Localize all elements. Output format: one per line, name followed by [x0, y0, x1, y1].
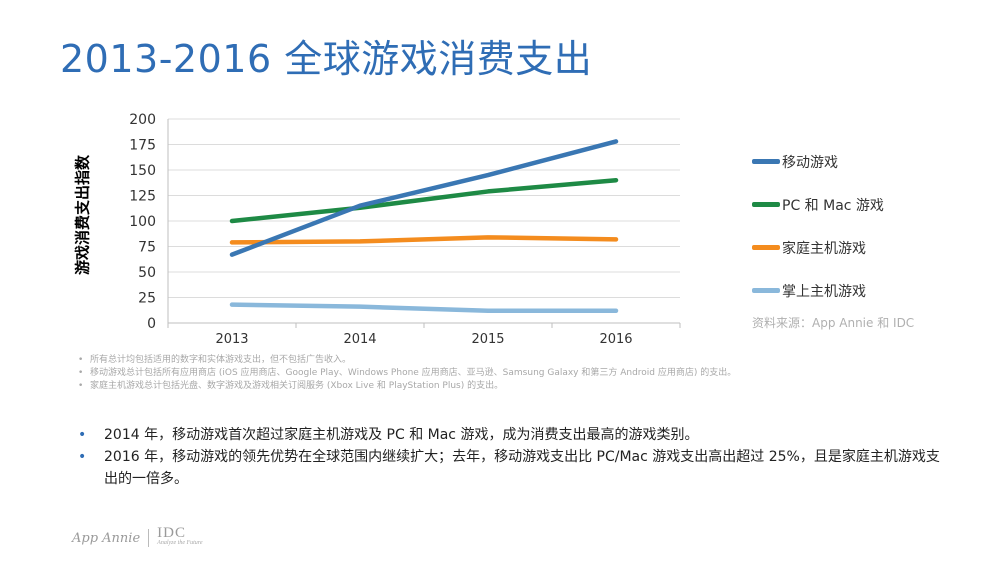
series-line [229, 139, 619, 257]
finding-item: • 2014 年，移动游戏首次超过家庭主机游戏及 PC 和 Mac 游戏，成为消费… [78, 427, 699, 443]
x-tick-label: 2015 [471, 332, 504, 347]
legend-swatch [752, 245, 780, 250]
legend-item: 掌上主机游戏 [752, 269, 884, 312]
chart-legend: 移动游戏 PC 和 Mac 游戏 家庭主机游戏 掌上主机游戏 [752, 140, 884, 312]
x-tick-label: 2013 [215, 332, 248, 347]
footer-logos: App Annie IDC Analyze the Future [72, 525, 203, 548]
page-title: 2013-2016 全球游戏消费支出 [60, 37, 593, 81]
legend-label: 移动游戏 [782, 154, 838, 171]
legend-item: 移动游戏 [752, 140, 884, 183]
y-tick-label: 50 [138, 265, 156, 281]
legend-swatch [752, 288, 780, 293]
series-line [229, 302, 619, 314]
finding-item: • 2016 年，移动游戏的领先优势在全球范围内继续扩大；去年，移动游戏支出比 P… [78, 449, 940, 487]
x-tick-label: 2016 [599, 332, 632, 347]
series-line [229, 235, 619, 245]
footnote: • 所有总计均包括适用的数字和实体游戏支出，但不包括广告收入。 [78, 355, 352, 365]
app-annie-logo: App Annie [72, 530, 141, 546]
legend-label: PC 和 Mac 游戏 [782, 197, 884, 214]
x-tick-label: 2014 [343, 332, 376, 347]
logo-divider [148, 529, 150, 547]
y-tick-label: 200 [129, 112, 156, 128]
series-line [229, 177, 619, 224]
chart-source: 资料来源：App Annie 和 IDC [752, 316, 915, 330]
footnote: • 家庭主机游戏总计包括光盘、数字游戏及游戏相关订阅服务 (Xbox Live 和… [78, 381, 504, 391]
y-tick-label: 0 [147, 316, 156, 332]
legend-label: 家庭主机游戏 [782, 240, 866, 257]
y-tick-label: 150 [129, 163, 156, 179]
legend-label: 掌上主机游戏 [782, 283, 866, 300]
y-tick-label: 175 [129, 138, 156, 154]
idc-logo: IDC Analyze the Future [157, 525, 203, 547]
legend-item: 家庭主机游戏 [752, 226, 884, 269]
key-findings: • 2014 年，移动游戏首次超过家庭主机游戏及 PC 和 Mac 游戏，成为消费… [78, 424, 948, 490]
footnote: • 移动游戏总计包括所有应用商店 (iOS 应用商店、Google Play、Wi… [78, 368, 737, 378]
y-tick-label: 125 [129, 189, 156, 205]
y-tick-label: 100 [129, 214, 156, 230]
y-axis-label: 游戏消费支出指数 [73, 155, 92, 276]
legend-swatch [752, 159, 780, 164]
legend-item: PC 和 Mac 游戏 [752, 183, 884, 226]
footnotes: • 所有总计均包括适用的数字和实体游戏支出，但不包括广告收入。 • 移动游戏总计包括… [78, 354, 736, 393]
legend-swatch [752, 202, 780, 207]
y-tick-label: 75 [138, 240, 156, 256]
y-tick-label: 25 [138, 291, 156, 307]
